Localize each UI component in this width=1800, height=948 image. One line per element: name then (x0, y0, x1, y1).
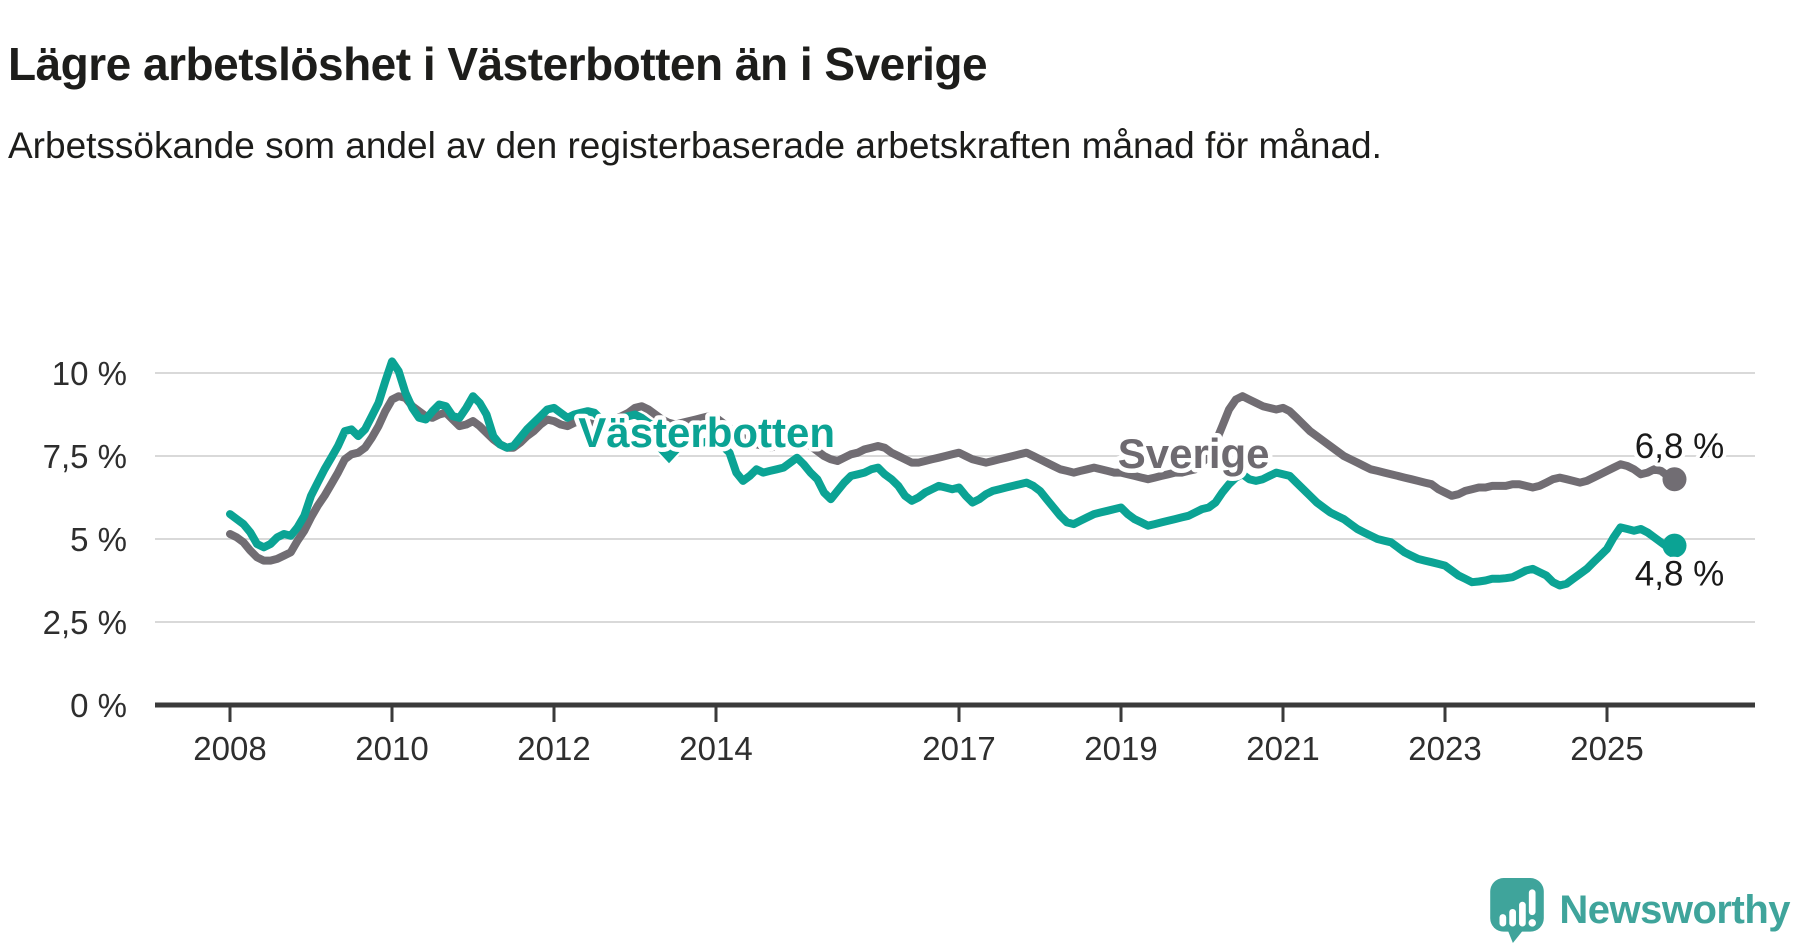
newsworthy-logo: Newsworthy (1488, 876, 1790, 944)
sverige-end-value-label: 6,8 % (1635, 427, 1725, 466)
x-axis-tick-label: 2008 (193, 730, 266, 767)
y-axis-tick-label: 0 % (70, 687, 127, 724)
sverige-line (226, 392, 1679, 565)
series-label-arrow-icon (654, 447, 685, 466)
series-label-västerbotten: Västerbotten (578, 409, 835, 456)
västerbotten-line (226, 357, 1679, 590)
x-axis-tick-label: 2017 (922, 730, 995, 767)
newsworthy-logo-text: Newsworthy (1559, 887, 1790, 932)
x-axis-tick-label: 2023 (1408, 730, 1481, 767)
x-axis-tick-label: 2019 (1084, 730, 1157, 767)
x-axis-tick-label: 2014 (679, 730, 752, 767)
y-axis-tick-label: 5 % (70, 521, 127, 558)
y-axis-tick-label: 10 % (52, 355, 127, 392)
y-axis-tick-label: 7,5 % (43, 438, 127, 475)
newsworthy-logo-icon (1490, 878, 1545, 943)
sverige-end-dot (1662, 467, 1687, 492)
x-axis-tick-label: 2021 (1246, 730, 1319, 767)
page-title: Lägre arbetslöshet i Västerbotten än i S… (8, 37, 988, 90)
x-axis-tick-label: 2025 (1570, 730, 1643, 767)
x-axis-tick-label: 2010 (355, 730, 428, 767)
x-axis-tick-label: 2012 (517, 730, 590, 767)
y-axis-tick-label: 2,5 % (43, 604, 127, 641)
västerbotten-end-value-label: 4,8 % (1635, 555, 1725, 594)
chart-subtitle: Arbetssökande som andel av den registerb… (8, 125, 1382, 166)
series-label-sverige: Sverige (1118, 430, 1270, 477)
västerbotten-end-dot (1662, 533, 1687, 558)
